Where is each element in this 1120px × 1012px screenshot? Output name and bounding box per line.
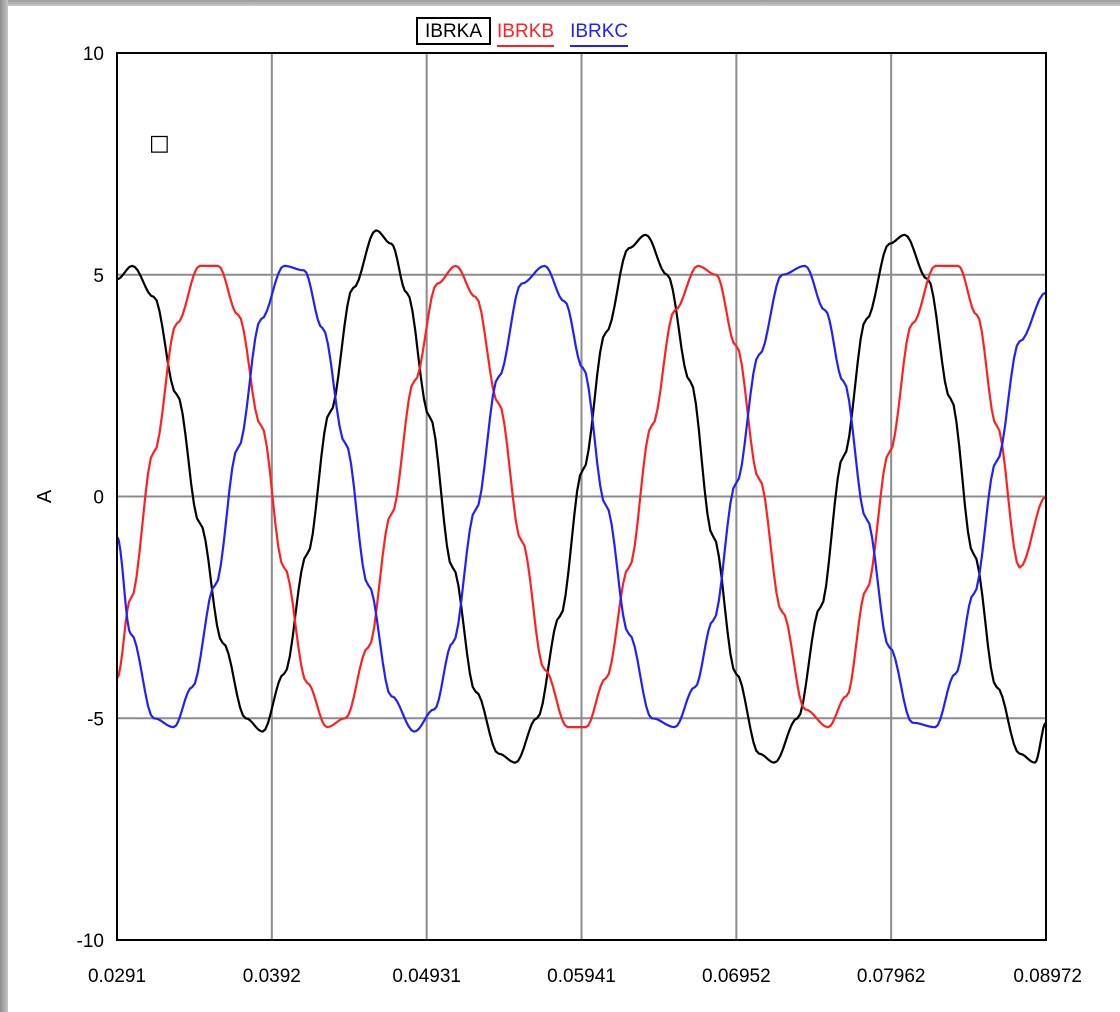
- marker-square-icon[interactable]: □: [149, 131, 170, 156]
- series-layer: [116, 229, 1047, 764]
- legend-item-ibrkb[interactable]: IBRKB: [497, 19, 555, 47]
- plot-border: [116, 52, 1047, 941]
- x-tick-label: 0.0291: [88, 966, 146, 987]
- x-tick-label: 0.08972: [1013, 966, 1082, 987]
- window-frame-top: [0, 0, 1120, 6]
- window-frame-left: [0, 0, 8, 1012]
- x-tick-label: 0.0392: [243, 966, 301, 987]
- legend-item-ibrkc[interactable]: IBRKC: [570, 19, 629, 47]
- x-tick-labels: 0.0291 0.0392 0.04931 0.05941 0.06952 0.07962…: [88, 966, 1082, 987]
- x-tick-label: 0.05941: [547, 966, 616, 987]
- x-tick-label: 0.06952: [702, 966, 771, 987]
- y-tick-label: -10: [77, 931, 104, 952]
- y-axis-label: A: [34, 489, 56, 503]
- x-tick-label: 0.04931: [392, 966, 461, 987]
- legend: IBRKA IBRKB IBRKC: [416, 17, 629, 47]
- series-line-ibrka: [116, 229, 1047, 764]
- y-tick-labels: 10 5 0 -5 -10: [77, 44, 104, 952]
- y-tick-label: 0: [93, 488, 104, 509]
- x-tick-label: 0.07962: [857, 966, 926, 987]
- series-line-ibrkb: [116, 264, 1047, 729]
- grid: [117, 53, 1046, 940]
- series-line-ibrkc: [116, 264, 1047, 733]
- y-tick-label: -5: [87, 709, 104, 730]
- y-tick-label: 10: [83, 44, 104, 65]
- y-tick-label: 5: [93, 266, 104, 287]
- legend-item-ibrka[interactable]: IBRKA: [416, 17, 492, 45]
